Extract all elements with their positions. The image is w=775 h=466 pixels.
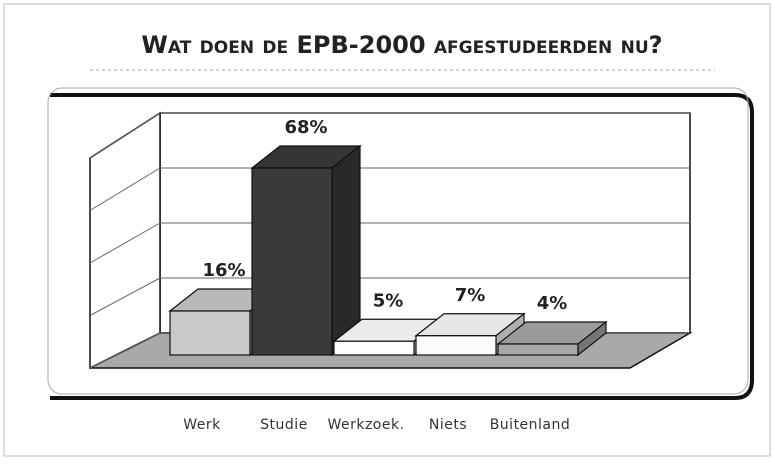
bar-front <box>497 343 579 356</box>
value-label: 4% <box>537 293 568 314</box>
grid-line <box>89 112 161 159</box>
bar-front <box>333 340 415 356</box>
x-tick-label: Studie <box>260 417 308 433</box>
value-label: 7% <box>455 285 486 306</box>
chart-frame <box>47 87 749 395</box>
page-frame <box>3 3 771 457</box>
x-tick-label: Buitenland <box>490 417 571 433</box>
bar <box>496 320 608 357</box>
bar-front <box>415 335 497 356</box>
value-label: 16% <box>202 260 245 281</box>
value-label: 5% <box>373 290 404 311</box>
grid-line <box>89 277 161 316</box>
x-tick-label: Werkzoek. <box>327 417 404 433</box>
chart-title: Wat doen de EPB-2000 afgestudeerden nu? <box>141 31 662 59</box>
bar-front <box>251 167 333 356</box>
value-label: 68% <box>284 117 327 138</box>
x-tick-label: Werk <box>183 417 221 433</box>
grid-line <box>89 222 161 264</box>
chart-frame-shadow <box>50 93 754 400</box>
plot-area: 16% 68% 5% 7% 4% <box>89 111 693 370</box>
bar-front <box>169 310 251 356</box>
grid-line <box>89 167 161 211</box>
grid-line <box>89 332 161 369</box>
x-tick-label: Niets <box>429 417 467 433</box>
bar <box>250 144 362 357</box>
